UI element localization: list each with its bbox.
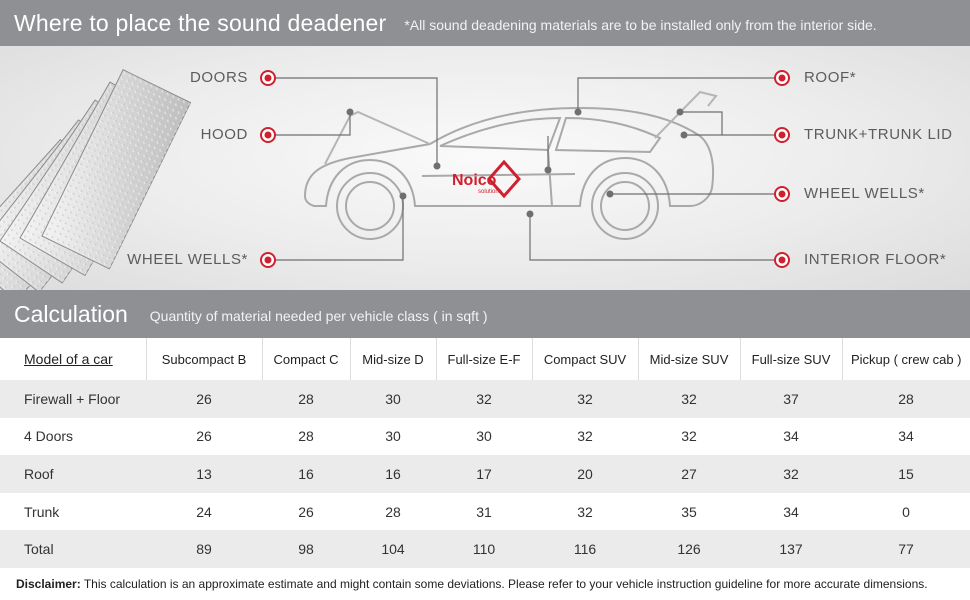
svg-text:Noico: Noico xyxy=(452,172,497,189)
calculation-table: Model of a car Subcompact B Compact C Mi… xyxy=(0,338,970,568)
table-cell: 32 xyxy=(740,455,842,493)
table-cell: 27 xyxy=(638,455,740,493)
table-cell: 32 xyxy=(436,380,532,418)
disclaimer: Disclaimer: This calculation is an appro… xyxy=(16,577,928,591)
column-header: Compact SUV xyxy=(532,338,639,380)
label-wheel-wells-rear: WHEEL WELLS* xyxy=(804,185,925,202)
table-cell: 17 xyxy=(436,455,532,493)
header-bar: Where to place the sound deadener *All s… xyxy=(0,0,970,46)
table-cell: 116 xyxy=(532,530,638,568)
table-cell: 98 xyxy=(262,530,350,568)
page-title: Where to place the sound deadener xyxy=(14,9,387,36)
table-cell: 35 xyxy=(638,492,740,531)
disclaimer-label: Disclaimer: xyxy=(16,577,81,591)
table-cell: 20 xyxy=(532,455,638,493)
target-markers xyxy=(260,70,790,268)
column-header: Full-size SUV xyxy=(740,338,843,380)
target-icon xyxy=(260,70,276,86)
column-header: Mid-size D xyxy=(350,338,437,380)
table-cell: 24 xyxy=(146,492,262,531)
target-icon xyxy=(774,186,790,202)
label-roof: ROOF* xyxy=(804,69,857,86)
column-header: Pickup ( crew cab ) xyxy=(842,338,970,380)
svg-text:solutions: solutions xyxy=(478,189,502,195)
disclaimer-text: This calculation is an approximate estim… xyxy=(80,577,928,591)
table-cell: 0 xyxy=(842,492,970,531)
label-hood: HOOD xyxy=(200,126,248,143)
row-label: 4 Doors xyxy=(0,417,146,456)
installation-note: *All sound deadening materials are to be… xyxy=(404,17,877,33)
table-cell: 26 xyxy=(262,492,350,531)
table-cell: 34 xyxy=(740,492,842,531)
leader-dots xyxy=(346,108,688,218)
table-cell: 37 xyxy=(740,380,842,418)
table-cell: 31 xyxy=(436,492,532,531)
car-diagram: Noico solutions xyxy=(0,69,790,290)
row-label: Firewall + Floor xyxy=(0,380,146,418)
table-cell: 13 xyxy=(146,455,262,493)
table-row: Roof 13 16 16 17 20 27 32 15 xyxy=(0,455,970,493)
table-cell: 89 xyxy=(146,530,262,568)
table-header-row: Model of a car Subcompact B Compact C Mi… xyxy=(0,338,970,380)
column-header: Full-size E-F xyxy=(436,338,533,380)
row-label: Total xyxy=(0,530,146,568)
table-row: 4 Doors 26 28 30 30 32 32 34 34 xyxy=(0,417,970,456)
label-doors: DOORS xyxy=(189,69,248,86)
table-cell: 16 xyxy=(262,455,350,493)
target-icon xyxy=(260,127,276,143)
table-cell: 32 xyxy=(532,492,638,531)
table-cell: 110 xyxy=(436,530,532,568)
table-cell: 26 xyxy=(146,417,262,456)
table-cell: 32 xyxy=(532,380,638,418)
table-cell: 126 xyxy=(638,530,740,568)
table-cell: 15 xyxy=(842,455,970,493)
car-silhouette xyxy=(303,90,718,240)
table-cell: 30 xyxy=(436,417,532,456)
table-cell: 28 xyxy=(350,492,436,531)
calculation-table-wrap: Model of a car Subcompact B Compact C Mi… xyxy=(0,338,970,568)
table-cell: 137 xyxy=(740,530,842,568)
table-cell: 34 xyxy=(842,417,970,456)
label-interior-floor: INTERIOR FLOOR* xyxy=(804,251,947,268)
table-cell: 26 xyxy=(146,380,262,418)
table-cell: 30 xyxy=(350,417,436,456)
target-icon xyxy=(260,252,276,268)
table-cell: 28 xyxy=(842,380,970,418)
table-cell: 28 xyxy=(262,417,350,456)
row-label: Trunk xyxy=(0,492,146,531)
noico-logo: Noico solutions xyxy=(452,159,522,199)
calculation-title: Calculation xyxy=(14,300,128,327)
column-header: Compact C xyxy=(262,338,351,380)
table-cell: 30 xyxy=(350,380,436,418)
label-wheel-wells-front: WHEEL WELLS* xyxy=(127,251,248,268)
row-label: Roof xyxy=(0,455,146,493)
material-sheets-icon xyxy=(0,69,192,290)
table-cell: 104 xyxy=(350,530,436,568)
target-icon xyxy=(774,70,790,86)
column-header: Mid-size SUV xyxy=(638,338,741,380)
label-trunk: TRUNK+TRUNK LID xyxy=(804,126,953,143)
table-cell: 77 xyxy=(842,530,970,568)
table-row: Trunk 24 26 28 31 32 35 34 0 xyxy=(0,492,970,531)
target-icon xyxy=(774,252,790,268)
placement-diagram: Noico solutions xyxy=(0,46,970,290)
calculation-subtitle: Quantity of material needed per vehicle … xyxy=(149,307,488,324)
column-header: Model of a car xyxy=(0,338,147,380)
table-cell: 16 xyxy=(350,455,436,493)
leader-lines xyxy=(268,77,782,261)
table-cell: 34 xyxy=(740,417,842,456)
table-cell: 32 xyxy=(638,417,740,456)
calculation-bar: Calculation Quantity of material needed … xyxy=(0,290,970,338)
table-row-total: Total 89 98 104 110 116 126 137 77 xyxy=(0,530,970,568)
target-icon xyxy=(774,127,790,143)
table-cell: 28 xyxy=(262,380,350,418)
column-header: Subcompact B xyxy=(146,338,263,380)
table-row: Firewall + Floor 26 28 30 32 32 32 37 28 xyxy=(0,380,970,418)
table-cell: 32 xyxy=(638,380,740,418)
table-cell: 32 xyxy=(532,417,638,456)
